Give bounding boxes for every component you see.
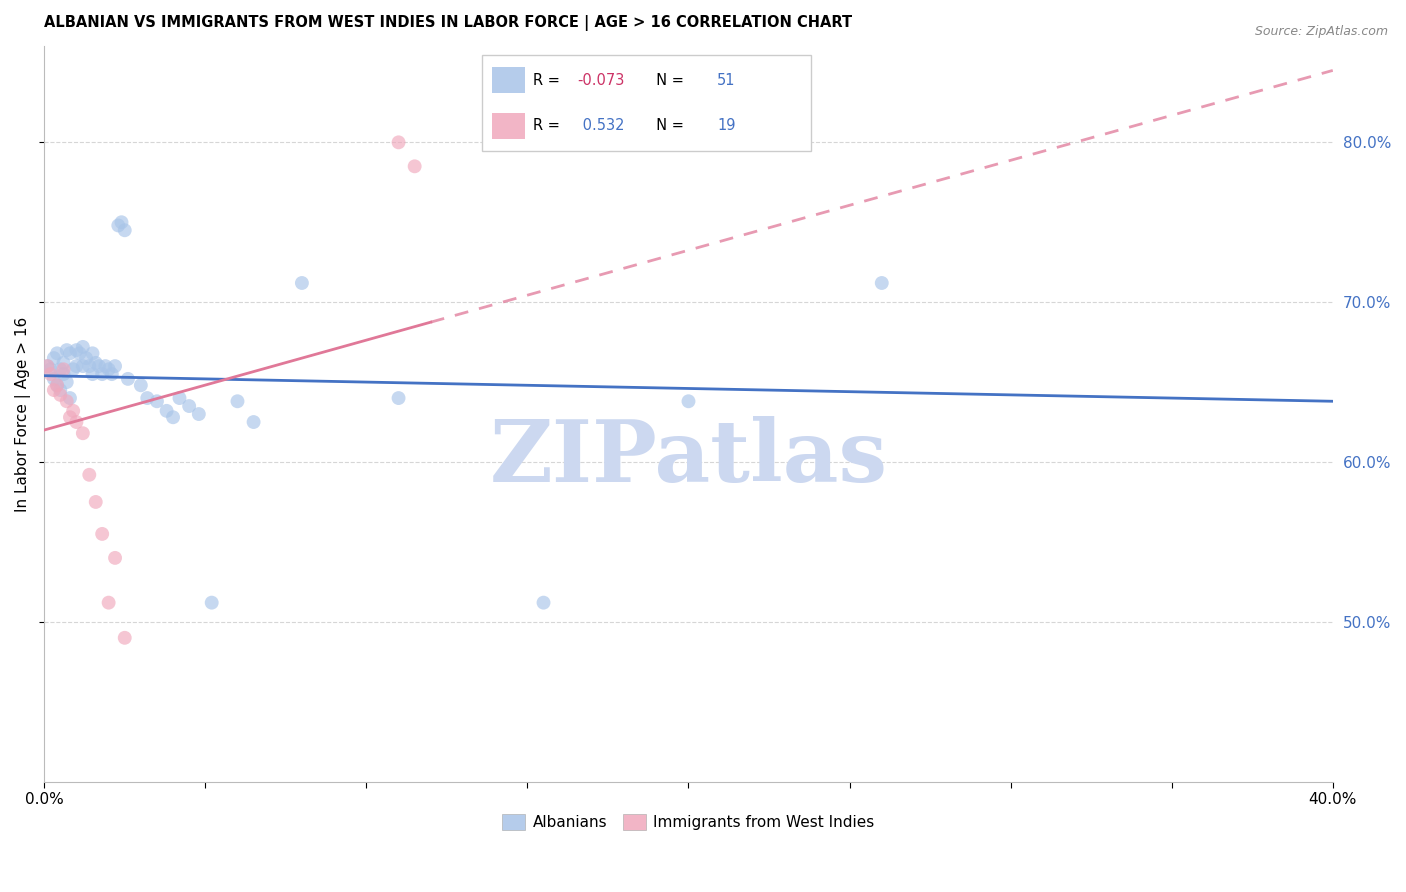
Point xyxy=(91,527,114,541)
Point xyxy=(91,367,114,381)
Point xyxy=(97,596,120,610)
Point xyxy=(46,378,69,392)
Point xyxy=(129,378,152,392)
Point xyxy=(146,394,169,409)
Point xyxy=(65,359,87,373)
Point xyxy=(114,631,136,645)
Point xyxy=(42,383,65,397)
Point xyxy=(291,276,314,290)
Point xyxy=(110,215,132,229)
Text: ALBANIAN VS IMMIGRANTS FROM WEST INDIES IN LABOR FORCE | AGE > 16 CORRELATION CH: ALBANIAN VS IMMIGRANTS FROM WEST INDIES … xyxy=(44,15,852,31)
Point xyxy=(72,340,94,354)
Legend: Albanians, Immigrants from West Indies: Albanians, Immigrants from West Indies xyxy=(496,808,880,837)
Point xyxy=(49,362,72,376)
Point xyxy=(59,410,82,425)
Point xyxy=(226,394,249,409)
Point xyxy=(114,223,136,237)
Point xyxy=(104,359,127,373)
Point xyxy=(84,356,107,370)
Point xyxy=(84,495,107,509)
Point xyxy=(870,276,893,290)
Point xyxy=(97,362,120,376)
Point xyxy=(42,372,65,386)
Point xyxy=(59,391,82,405)
Point xyxy=(533,596,555,610)
Y-axis label: In Labor Force | Age > 16: In Labor Force | Age > 16 xyxy=(15,317,31,512)
Point xyxy=(65,343,87,358)
Point xyxy=(79,467,101,482)
Point xyxy=(49,383,72,397)
Point xyxy=(59,346,82,360)
Point xyxy=(104,550,127,565)
Point xyxy=(49,388,72,402)
Point xyxy=(107,219,129,233)
Point xyxy=(55,394,77,409)
Point xyxy=(39,367,62,381)
Point xyxy=(52,356,75,370)
Point xyxy=(69,346,91,360)
Point xyxy=(55,375,77,389)
Point xyxy=(72,359,94,373)
Point xyxy=(387,391,409,405)
Point xyxy=(169,391,191,405)
Point xyxy=(72,426,94,441)
Point xyxy=(162,410,184,425)
Point xyxy=(46,378,69,392)
Text: Source: ZipAtlas.com: Source: ZipAtlas.com xyxy=(1254,25,1388,38)
Point xyxy=(52,367,75,381)
Point xyxy=(65,415,87,429)
Point xyxy=(404,159,426,173)
Point xyxy=(75,351,97,365)
Point xyxy=(79,359,101,373)
Point xyxy=(179,399,201,413)
Point xyxy=(201,596,224,610)
Point xyxy=(52,362,75,376)
Point xyxy=(387,136,409,150)
Point xyxy=(46,346,69,360)
Point xyxy=(94,359,117,373)
Point xyxy=(678,394,700,409)
Point xyxy=(55,343,77,358)
Point xyxy=(62,362,84,376)
Point xyxy=(136,391,159,405)
Text: ZIPatlas: ZIPatlas xyxy=(489,417,887,500)
Point xyxy=(42,351,65,365)
Point xyxy=(87,359,110,373)
Point xyxy=(37,359,59,373)
Point xyxy=(37,359,59,373)
Point xyxy=(39,362,62,376)
Point xyxy=(187,407,209,421)
Point xyxy=(82,367,104,381)
Point xyxy=(155,404,177,418)
Point xyxy=(117,372,139,386)
Point xyxy=(101,367,124,381)
Point xyxy=(242,415,264,429)
Point xyxy=(62,404,84,418)
Point xyxy=(82,346,104,360)
